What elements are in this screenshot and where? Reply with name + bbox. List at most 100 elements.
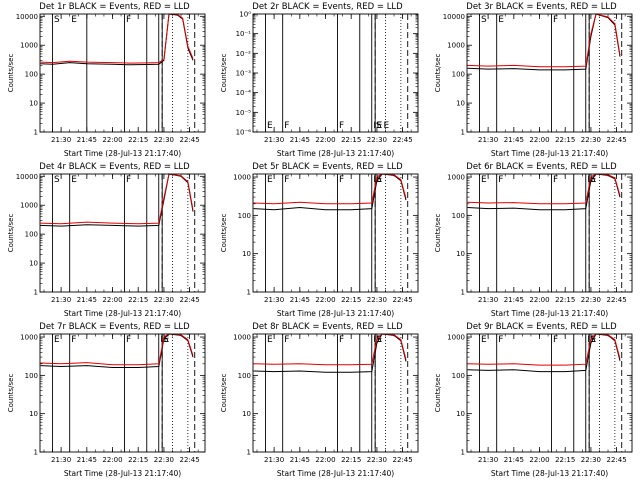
- x-tick-label: 22:00: [529, 136, 549, 144]
- y-tick-label: 1000: [20, 42, 38, 50]
- x-tick-label: 21:45: [77, 296, 97, 304]
- panel-det-9: Det 9r BLACK = Events, RED = LLD Counts/s…: [427, 320, 640, 480]
- marker-annotation: F: [498, 175, 503, 185]
- chart-svg: Det 6r BLACK = Events, RED = LLD Counts/s…: [434, 162, 633, 318]
- x-tick-label: 21:45: [290, 136, 310, 144]
- x-tick-label: 21:45: [504, 456, 524, 464]
- y-axis-label: Counts/sec: [434, 214, 442, 253]
- marker-annotation: F: [284, 335, 289, 345]
- x-tick-label: 22:30: [367, 456, 387, 464]
- x-tick-label: 22:00: [315, 456, 335, 464]
- y-tick-label: 1: [34, 129, 38, 137]
- marker-annotation: E: [481, 335, 487, 345]
- chart-title: Det 3r BLACK = Events, RED = LLD: [466, 2, 617, 12]
- y-tick-label: 100: [25, 372, 38, 380]
- x-tick-label: 22:30: [154, 456, 174, 464]
- chart-svg: Det 1r BLACK = Events, RED = LLD Counts/s…: [7, 2, 206, 158]
- y-axis-label: Counts/sec: [7, 214, 15, 253]
- y-tick-label: 10⁻⁶: [236, 129, 252, 137]
- marker-annotation: E: [591, 175, 597, 185]
- plot-frame: [39, 173, 206, 293]
- marker-annotation: IS: [373, 121, 382, 131]
- marker-annotation: F: [339, 175, 344, 185]
- y-tick-label: 100: [238, 372, 251, 380]
- y-tick-label: 1000: [233, 174, 251, 182]
- x-tick-label: 21:30: [51, 456, 71, 464]
- y-tick-label: 100: [452, 372, 465, 380]
- x-tick-label: 21:45: [504, 296, 524, 304]
- x-tick-label: 22:45: [392, 296, 412, 304]
- series-events: [40, 173, 194, 227]
- y-tick-label: 100: [25, 71, 38, 79]
- marker-annotation: E: [54, 335, 60, 345]
- panel-det-2: Det 2r BLACK = Events, RED = LLD Counts/s…: [213, 0, 426, 160]
- y-tick-label: 10: [456, 100, 465, 108]
- marker-annotation: IS: [373, 335, 382, 345]
- plot-frame: [39, 13, 206, 133]
- chart-svg: Det 7r BLACK = Events, RED = LLD Counts/s…: [7, 322, 206, 478]
- x-tick-label: 21:30: [478, 136, 498, 144]
- x-tick-label: 22:30: [581, 136, 601, 144]
- y-axis-label: Counts/sec: [220, 54, 228, 93]
- marker-annotation: E: [498, 15, 504, 25]
- x-tick-label: 22:30: [154, 296, 174, 304]
- y-tick-label: 10⁻⁵: [236, 109, 252, 117]
- x-axis-label: Start Time (28-Jul-13 21:17:40): [64, 149, 181, 158]
- plot-frame: [252, 333, 419, 453]
- y-tick-label: 10000: [443, 13, 465, 21]
- y-tick-label: 10⁻⁴: [236, 89, 252, 97]
- x-tick-label: 22:15: [555, 456, 575, 464]
- plot-frame: [252, 13, 419, 133]
- x-tick-label: 22:30: [581, 296, 601, 304]
- series-events: [40, 13, 194, 66]
- chart-title: Det 4r BLACK = Events, RED = LLD: [39, 162, 190, 172]
- chart-title: Det 7r BLACK = Events, RED = LLD: [39, 322, 190, 332]
- x-axis-label: Start Time (28-Jul-13 21:17:40): [277, 469, 394, 478]
- y-tick-label: 1: [461, 129, 465, 137]
- chart-title: Det 5r BLACK = Events, RED = LLD: [252, 162, 403, 172]
- y-tick-label: 10: [242, 410, 251, 418]
- chart-title: Det 6r BLACK = Events, RED = LLD: [466, 162, 617, 172]
- x-tick-label: 21:45: [290, 296, 310, 304]
- marker-annotation: F: [553, 335, 558, 345]
- marker-annotation: F: [339, 335, 344, 345]
- y-tick-label: 10: [456, 250, 465, 258]
- y-tick-label: 1: [461, 449, 465, 457]
- series-events: [467, 333, 621, 373]
- series-lld: [253, 333, 407, 366]
- panel-det-3: Det 3r BLACK = Events, RED = LLD Counts/s…: [427, 0, 640, 160]
- chart-title: Det 1r BLACK = Events, RED = LLD: [39, 2, 190, 12]
- y-axis-label: Counts/sec: [7, 54, 15, 93]
- x-axis-label: Start Time (28-Jul-13 21:17:40): [64, 469, 181, 478]
- series-events: [467, 13, 621, 71]
- y-tick-label: 100: [452, 212, 465, 220]
- marker-annotation: F: [553, 175, 558, 185]
- marker-annotation: S: [54, 175, 60, 185]
- plot-frame: [466, 173, 633, 293]
- plot-frame: [39, 333, 206, 453]
- plot-frame: [466, 333, 633, 453]
- marker-annotation: F: [71, 335, 76, 345]
- x-tick-label: 22:00: [315, 296, 335, 304]
- y-axis-label: Counts/sec: [220, 374, 228, 413]
- marker-annotation: S: [481, 15, 487, 25]
- x-tick-label: 21:45: [77, 136, 97, 144]
- x-tick-label: 21:45: [504, 136, 524, 144]
- panel-det-4: Det 4r BLACK = Events, RED = LLD Counts/s…: [0, 160, 213, 320]
- series-events: [40, 333, 194, 368]
- marker-annotation: E: [71, 15, 77, 25]
- x-tick-label: 22:30: [581, 456, 601, 464]
- marker-annotation: E: [267, 175, 273, 185]
- y-tick-label: 1: [247, 289, 251, 297]
- marker-annotation: E: [267, 121, 273, 131]
- x-tick-label: 21:30: [478, 296, 498, 304]
- y-tick-label: 1: [247, 449, 251, 457]
- x-tick-label: 22:45: [606, 136, 626, 144]
- y-tick-label: 10⁻³: [236, 70, 252, 78]
- chart-svg: Det 8r BLACK = Events, RED = LLD Counts/s…: [220, 322, 419, 478]
- x-axis-label: Start Time (28-Jul-13 21:17:40): [491, 149, 608, 158]
- x-tick-label: 22:00: [102, 136, 122, 144]
- x-tick-label: 22:15: [341, 296, 361, 304]
- y-tick-label: 10: [29, 260, 38, 268]
